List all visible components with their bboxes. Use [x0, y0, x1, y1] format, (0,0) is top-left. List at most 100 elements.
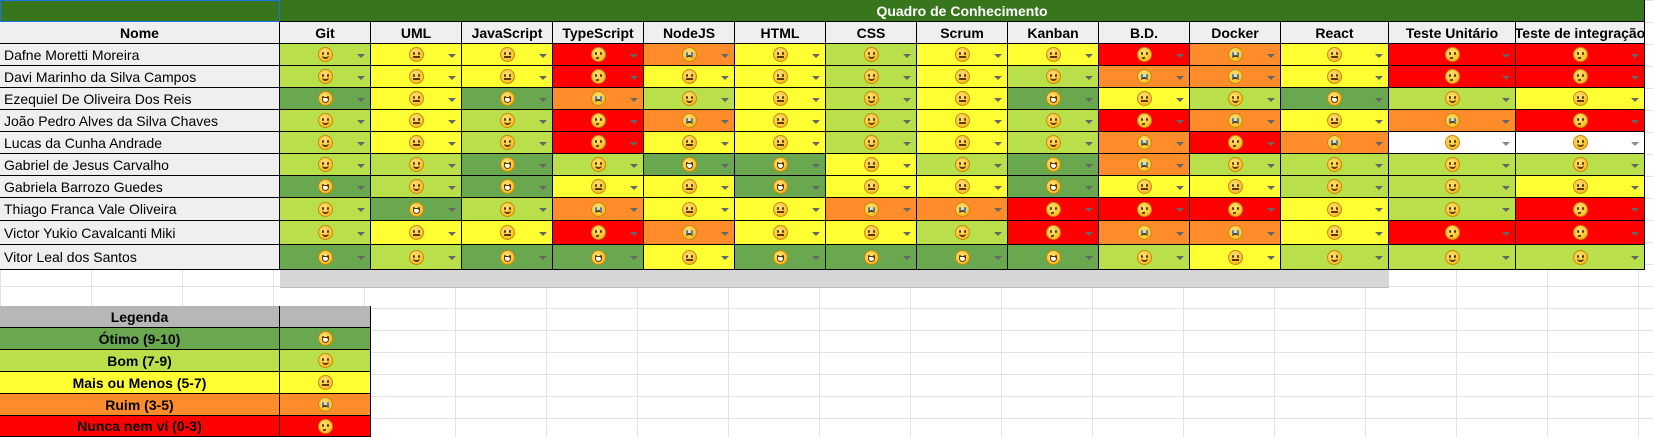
- skill-dropdown-cell[interactable]: [826, 88, 917, 110]
- dropdown-arrow-icon[interactable]: [994, 163, 1002, 168]
- skill-dropdown-cell[interactable]: [917, 154, 1008, 176]
- skill-dropdown-cell[interactable]: [462, 110, 553, 132]
- skill-dropdown-cell[interactable]: [826, 198, 917, 221]
- skill-dropdown-cell[interactable]: [1389, 154, 1516, 176]
- dropdown-arrow-icon[interactable]: [1085, 119, 1093, 124]
- dropdown-arrow-icon[interactable]: [1267, 185, 1275, 190]
- skill-dropdown-cell[interactable]: [1281, 176, 1389, 198]
- skill-dropdown-cell[interactable]: [462, 88, 553, 110]
- dropdown-arrow-icon[interactable]: [903, 163, 911, 168]
- skill-dropdown-cell[interactable]: [735, 221, 826, 245]
- selected-corner-cell[interactable]: [0, 0, 280, 22]
- dropdown-arrow-icon[interactable]: [1375, 141, 1383, 146]
- skill-dropdown-cell[interactable]: [1516, 66, 1645, 88]
- dropdown-arrow-icon[interactable]: [1085, 256, 1093, 260]
- dropdown-arrow-icon[interactable]: [448, 53, 456, 58]
- skill-dropdown-cell[interactable]: [1389, 88, 1516, 110]
- dropdown-arrow-icon[interactable]: [539, 231, 547, 236]
- dropdown-arrow-icon[interactable]: [1375, 185, 1383, 190]
- dropdown-arrow-icon[interactable]: [994, 75, 1002, 80]
- skill-dropdown-cell[interactable]: [644, 176, 735, 198]
- dropdown-arrow-icon[interactable]: [630, 208, 638, 212]
- skill-dropdown-cell[interactable]: [917, 88, 1008, 110]
- dropdown-arrow-icon[interactable]: [630, 231, 638, 236]
- skill-dropdown-cell[interactable]: [553, 44, 644, 66]
- dropdown-arrow-icon[interactable]: [1502, 231, 1510, 236]
- skill-dropdown-cell[interactable]: [371, 176, 462, 198]
- dropdown-arrow-icon[interactable]: [1375, 119, 1383, 124]
- skill-dropdown-cell[interactable]: [1099, 110, 1190, 132]
- skill-dropdown-cell[interactable]: [1190, 110, 1281, 132]
- skill-dropdown-cell[interactable]: [1281, 245, 1389, 270]
- skill-dropdown-cell[interactable]: [917, 44, 1008, 66]
- dropdown-arrow-icon[interactable]: [1502, 208, 1510, 212]
- skill-dropdown-cell[interactable]: [1516, 176, 1645, 198]
- skill-dropdown-cell[interactable]: [1190, 154, 1281, 176]
- skill-dropdown-cell[interactable]: [735, 66, 826, 88]
- dropdown-arrow-icon[interactable]: [1267, 208, 1275, 212]
- dropdown-arrow-icon[interactable]: [630, 97, 638, 102]
- dropdown-arrow-icon[interactable]: [630, 185, 638, 190]
- skill-dropdown-cell[interactable]: [1389, 245, 1516, 270]
- skill-dropdown-cell[interactable]: [553, 110, 644, 132]
- dropdown-arrow-icon[interactable]: [357, 141, 365, 146]
- skill-dropdown-cell[interactable]: [735, 132, 826, 154]
- skill-dropdown-cell[interactable]: [1516, 88, 1645, 110]
- dropdown-arrow-icon[interactable]: [539, 119, 547, 124]
- dropdown-arrow-icon[interactable]: [1631, 141, 1639, 146]
- skill-dropdown-cell[interactable]: [553, 176, 644, 198]
- dropdown-arrow-icon[interactable]: [448, 208, 456, 212]
- skill-dropdown-cell[interactable]: [826, 221, 917, 245]
- skill-dropdown-cell[interactable]: [1099, 132, 1190, 154]
- dropdown-arrow-icon[interactable]: [721, 256, 729, 260]
- dropdown-arrow-icon[interactable]: [1085, 97, 1093, 102]
- dropdown-arrow-icon[interactable]: [1375, 163, 1383, 168]
- dropdown-arrow-icon[interactable]: [1267, 53, 1275, 58]
- skill-dropdown-cell[interactable]: [1389, 110, 1516, 132]
- skill-dropdown-cell[interactable]: [644, 198, 735, 221]
- dropdown-arrow-icon[interactable]: [812, 185, 820, 190]
- skill-dropdown-cell[interactable]: [280, 66, 371, 88]
- dropdown-arrow-icon[interactable]: [630, 53, 638, 58]
- skill-dropdown-cell[interactable]: [1389, 44, 1516, 66]
- dropdown-arrow-icon[interactable]: [994, 256, 1002, 260]
- dropdown-arrow-icon[interactable]: [721, 119, 729, 124]
- dropdown-arrow-icon[interactable]: [357, 75, 365, 80]
- dropdown-arrow-icon[interactable]: [1267, 75, 1275, 80]
- dropdown-arrow-icon[interactable]: [721, 185, 729, 190]
- skill-dropdown-cell[interactable]: [1516, 198, 1645, 221]
- skill-dropdown-cell[interactable]: [1281, 132, 1389, 154]
- skill-dropdown-cell[interactable]: [1008, 66, 1099, 88]
- skill-dropdown-cell[interactable]: [917, 221, 1008, 245]
- skill-dropdown-cell[interactable]: [371, 198, 462, 221]
- dropdown-arrow-icon[interactable]: [1176, 185, 1184, 190]
- skill-dropdown-cell[interactable]: [917, 132, 1008, 154]
- dropdown-arrow-icon[interactable]: [1085, 208, 1093, 212]
- dropdown-arrow-icon[interactable]: [994, 141, 1002, 146]
- skill-dropdown-cell[interactable]: [280, 198, 371, 221]
- skill-dropdown-cell[interactable]: [826, 132, 917, 154]
- skill-dropdown-cell[interactable]: [553, 154, 644, 176]
- dropdown-arrow-icon[interactable]: [1267, 231, 1275, 236]
- skill-dropdown-cell[interactable]: [1516, 44, 1645, 66]
- skill-dropdown-cell[interactable]: [1516, 132, 1645, 154]
- skill-dropdown-cell[interactable]: [1008, 44, 1099, 66]
- dropdown-arrow-icon[interactable]: [903, 185, 911, 190]
- skill-dropdown-cell[interactable]: [1008, 88, 1099, 110]
- dropdown-arrow-icon[interactable]: [812, 97, 820, 102]
- dropdown-arrow-icon[interactable]: [812, 231, 820, 236]
- dropdown-arrow-icon[interactable]: [1085, 163, 1093, 168]
- dropdown-arrow-icon[interactable]: [1502, 119, 1510, 124]
- dropdown-arrow-icon[interactable]: [721, 97, 729, 102]
- dropdown-arrow-icon[interactable]: [1267, 141, 1275, 146]
- dropdown-arrow-icon[interactable]: [1375, 75, 1383, 80]
- dropdown-arrow-icon[interactable]: [812, 53, 820, 58]
- skill-dropdown-cell[interactable]: [1281, 198, 1389, 221]
- dropdown-arrow-icon[interactable]: [1176, 97, 1184, 102]
- skill-dropdown-cell[interactable]: [644, 221, 735, 245]
- skill-dropdown-cell[interactable]: [1516, 245, 1645, 270]
- skill-dropdown-cell[interactable]: [462, 176, 553, 198]
- skill-dropdown-cell[interactable]: [1281, 66, 1389, 88]
- dropdown-arrow-icon[interactable]: [539, 75, 547, 80]
- dropdown-arrow-icon[interactable]: [812, 119, 820, 124]
